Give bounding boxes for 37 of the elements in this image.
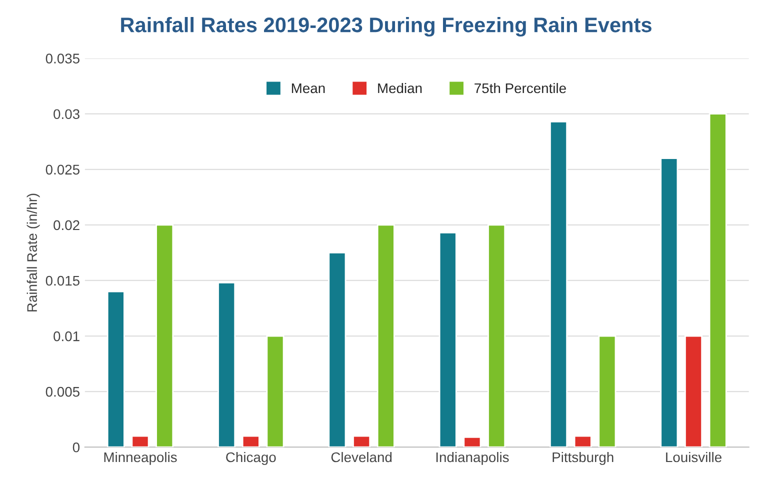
y-tick-label: 0.01 [54, 331, 80, 342]
bar [660, 158, 678, 448]
bar [708, 113, 727, 448]
bar [242, 435, 260, 448]
y-tick-label: 0.025 [46, 164, 80, 175]
bar [684, 335, 703, 448]
y-tick-label: 0.035 [46, 54, 80, 64]
x-tick-label: Indianapolis [436, 452, 509, 465]
x-tick-label: Chicago [226, 452, 276, 465]
bar [550, 120, 568, 448]
y-tick-label: 0.03 [54, 109, 80, 120]
bar [266, 335, 284, 448]
x-tick-label: Minneapolis [104, 452, 177, 465]
bar [574, 435, 592, 448]
legend-label: Median [378, 82, 422, 94]
bar [376, 224, 395, 448]
x-tick-label: Louisville [666, 452, 722, 462]
bar [438, 232, 457, 448]
y-tick-label: 0 [72, 442, 80, 452]
y-tick-label: 0.005 [46, 386, 80, 397]
x-tick-label: Pittsburgh [552, 452, 614, 465]
bar [106, 290, 125, 448]
bar [328, 252, 346, 448]
bar [463, 436, 482, 448]
legend-label: Mean [292, 83, 325, 94]
y-axis-title: Rainfall Rate (in/hr) [26, 194, 40, 312]
bar [598, 335, 616, 448]
x-tick-label: Cleveland [331, 452, 392, 462]
bar [156, 224, 174, 448]
legend-label: 75th Percentile [474, 82, 566, 94]
bar [218, 282, 236, 448]
bar [488, 224, 506, 448]
y-tick-label: 0.02 [54, 220, 80, 230]
bar [131, 435, 150, 448]
y-tick-label: 0.015 [46, 276, 80, 286]
chart-title: Rainfall Rates 2019-2023 During Freezing Rain Events [121, 17, 652, 37]
bar [352, 435, 371, 448]
